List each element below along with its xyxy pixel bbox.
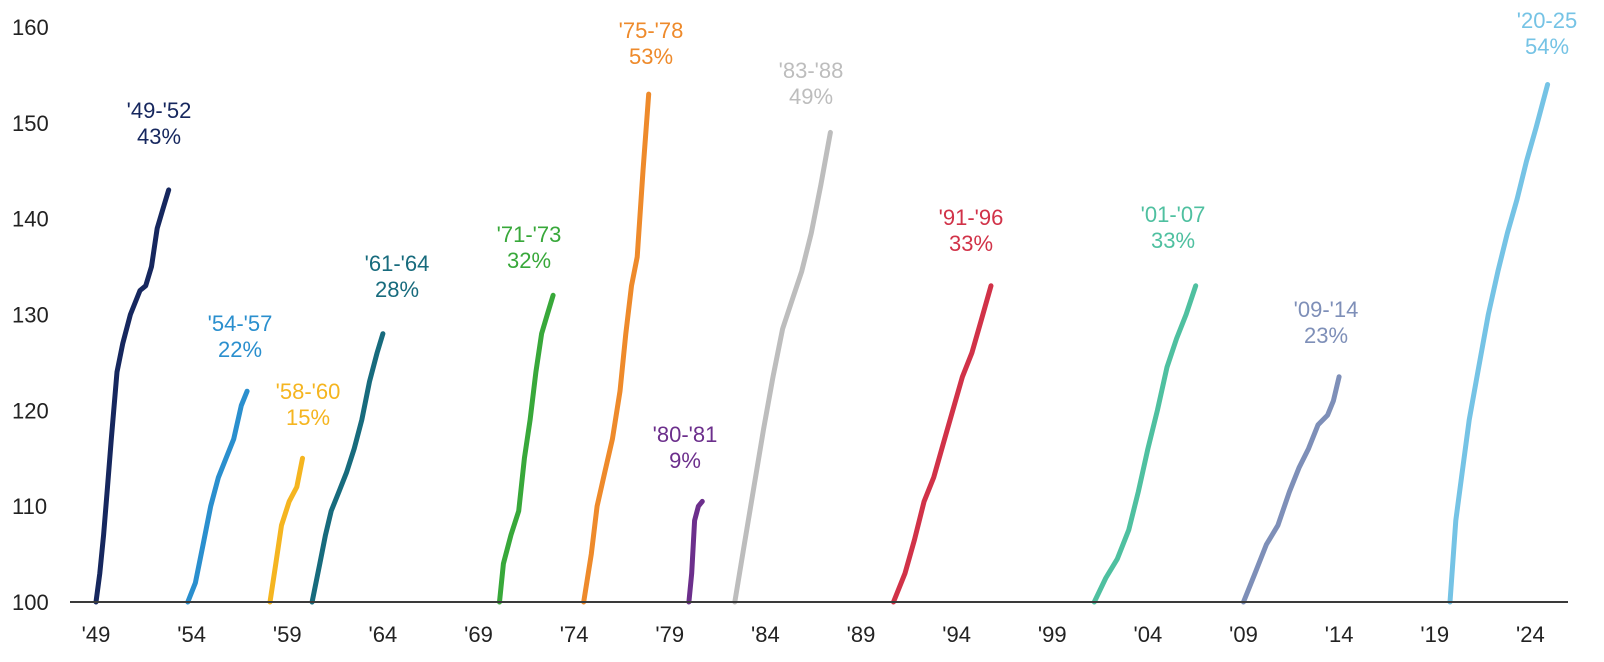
x-tick-label: '94 <box>942 622 971 647</box>
y-tick-label: 120 <box>12 398 49 423</box>
series-name-label: '58-'60 <box>276 379 341 404</box>
series-pct-label: 54% <box>1525 34 1569 59</box>
series-pct-label: 22% <box>218 337 262 362</box>
series-line <box>732 129 833 605</box>
x-tick-label: '09 <box>1229 622 1258 647</box>
series-line <box>1091 283 1199 605</box>
series-name-label: '80-'81 <box>653 422 718 447</box>
series-line <box>686 498 705 605</box>
x-tick-label: '14 <box>1325 622 1354 647</box>
y-axis: 100 110 120 130 140 150 160 <box>12 15 49 615</box>
series-name-label: '54-'57 <box>208 311 273 336</box>
x-tick-label: '59 <box>273 622 302 647</box>
series-layer <box>93 82 1551 605</box>
x-tick-label: '99 <box>1038 622 1067 647</box>
x-tick-label: '69 <box>464 622 493 647</box>
y-tick-label: 100 <box>12 590 49 615</box>
series-name-label: '61-'64 <box>365 251 430 276</box>
series-name-label: '20-25 <box>1517 8 1577 33</box>
x-tick-label: '74 <box>560 622 589 647</box>
series-pct-label: 15% <box>286 405 330 430</box>
series-pct-label: 43% <box>137 124 181 149</box>
series-name-label: '49-'52 <box>127 98 192 123</box>
series-pct-label: 49% <box>789 84 833 109</box>
x-tick-label: '84 <box>751 622 780 647</box>
series-line <box>185 388 250 605</box>
series-pct-label: 9% <box>669 448 701 473</box>
series-name-label: '09-'14 <box>1294 297 1359 322</box>
y-tick-label: 140 <box>12 207 49 232</box>
series-pct-label: 33% <box>949 231 993 256</box>
series-pct-label: 23% <box>1304 323 1348 348</box>
series-name-label: '01-'07 <box>1141 202 1206 227</box>
series-name-label: '71-'73 <box>497 222 562 247</box>
series-line <box>93 187 172 605</box>
y-tick-label: 150 <box>12 111 49 136</box>
series-line <box>581 91 652 605</box>
series-name-label: '83-'88 <box>779 58 844 83</box>
series-line <box>1241 374 1342 605</box>
x-tick-label: '89 <box>847 622 876 647</box>
y-tick-label: 130 <box>12 303 49 328</box>
series-line <box>891 283 994 605</box>
x-tick-label: '79 <box>655 622 684 647</box>
x-tick-label: '64 <box>369 622 398 647</box>
x-tick-label: '54 <box>177 622 206 647</box>
x-tick-label: '49 <box>82 622 111 647</box>
y-tick-label: 160 <box>12 15 49 40</box>
series-line <box>309 331 386 605</box>
series-line <box>267 455 305 605</box>
series-line <box>497 292 556 605</box>
y-tick-label: 110 <box>12 494 47 519</box>
x-tick-label: '04 <box>1134 622 1163 647</box>
series-name-label: '91-'96 <box>939 205 1004 230</box>
series-pct-label: 33% <box>1151 228 1195 253</box>
series-name-label: '75-'78 <box>619 18 684 43</box>
series-pct-label: 32% <box>507 248 551 273</box>
series-pct-label: 53% <box>629 44 673 69</box>
series-line <box>1447 82 1551 605</box>
x-tick-label: '19 <box>1420 622 1449 647</box>
x-tick-label: '24 <box>1516 622 1545 647</box>
x-axis: '49 '54 '59 '64 '69 '74 '79 '84 '89 '94 '99 '04 '09 '… <box>82 622 1545 647</box>
series-pct-label: 28% <box>375 277 419 302</box>
